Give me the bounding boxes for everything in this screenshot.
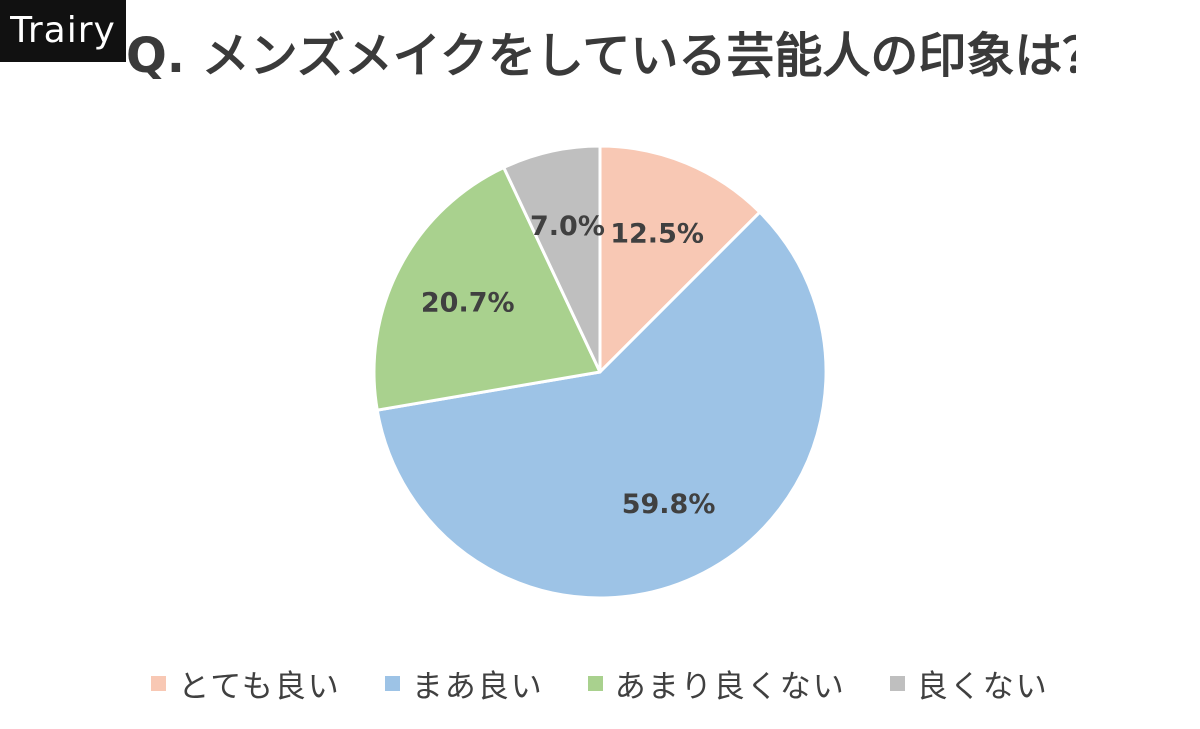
legend-swatch: [384, 675, 400, 691]
pie-slice-maa-yoi: [375, 210, 828, 600]
chart-legend: とても良い まあ良い あまり良くない 良くない: [0, 655, 1200, 711]
trairy-logo: Trairy: [0, 0, 126, 62]
legend-swatch: [889, 675, 905, 691]
legend-swatch: [151, 675, 167, 691]
legend-label: あまり良くない: [614, 668, 846, 705]
legend-item-amari-yokunai: あまり良くない: [587, 661, 846, 706]
pie-slice-amari-yokunai: [372, 166, 602, 412]
legend-label: 良くない: [916, 668, 1049, 705]
pie-slice-totemo-yoi: [598, 144, 762, 374]
pie-slice-yokunai: [502, 144, 602, 374]
legend-item-maa-yoi: まあ良い: [384, 661, 544, 706]
legend-label: まあ良い: [411, 668, 544, 705]
legend-item-yokunai: 良くない: [889, 661, 1049, 706]
data-label-yokunai: 7.0%: [530, 211, 605, 242]
legend-item-totemo-yoi: とても良い: [151, 661, 341, 706]
chart-title: Q. メンズメイクをしている芸能人の印象は？: [126, 28, 1076, 84]
data-label-maa-yoi: 59.8%: [622, 489, 716, 520]
legend-swatch: [587, 675, 603, 691]
legend-label: とても良い: [178, 668, 341, 705]
data-label-amari-yokunai: 20.7%: [421, 288, 515, 319]
data-label-totemo-yoi: 12.5%: [610, 219, 704, 250]
